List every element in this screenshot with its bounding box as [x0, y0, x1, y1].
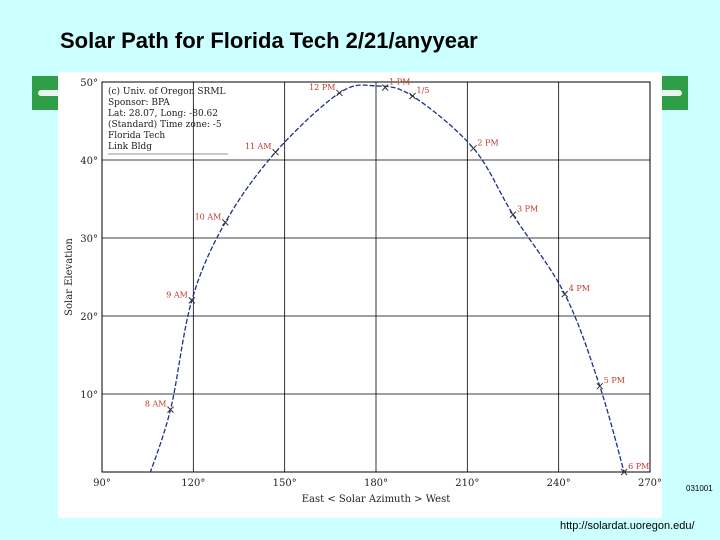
y-tick-label: 20°: [80, 312, 98, 323]
hour-label: 2 PM: [477, 138, 498, 147]
x-tick-label: 90°: [93, 478, 111, 489]
hour-marker: [188, 297, 196, 304]
y-tick-label: 10°: [80, 390, 98, 401]
hour-label: 1/5: [417, 86, 430, 95]
hour-marker: [336, 89, 343, 97]
annotation-line: Link Bldg: [108, 142, 152, 152]
solar-path-line: [149, 84, 625, 472]
hour-label: 11 AM: [245, 142, 272, 151]
source-link[interactable]: http://solardat.uoregon.edu/: [560, 520, 695, 532]
x-tick-label: 180°: [364, 478, 388, 489]
hour-marker: [409, 92, 416, 100]
solar-path-chart: 90° 120° 150° 180° 210° 240° 270° 10° 20° 30° 40° 5…: [58, 72, 662, 518]
x-tick-label: 240°: [547, 478, 571, 489]
hour-label: 4 PM: [569, 284, 590, 293]
hour-marker: [272, 148, 279, 156]
annotation-line: (c) Univ. of Oregon SRML: [108, 86, 226, 97]
hour-label: 1 PM: [389, 77, 410, 86]
x-tick-label: 150°: [273, 478, 297, 489]
y-tick-label: 30°: [80, 234, 98, 245]
y-tick-label: 50°: [80, 78, 98, 89]
hour-label: 8 AM: [145, 400, 167, 409]
annotation-line: Lat: 28.07, Long: -80.62: [108, 109, 218, 119]
chart-canvas: 90° 120° 150° 180° 210° 240° 270° 10° 20° 30° 40° 5…: [64, 77, 662, 505]
annotation-line: Sponsor: BPA: [108, 98, 170, 108]
hour-marker: [561, 290, 569, 298]
x-tick-label: 120°: [181, 478, 205, 489]
hour-marker: [221, 219, 229, 226]
y-tick-label: 40°: [80, 156, 98, 167]
slide-title: Solar Path for Florida Tech 2/21/anyyear: [60, 28, 478, 53]
hour-label: 10 AM: [195, 212, 222, 221]
annotation-line: Florida Tech: [108, 131, 165, 141]
x-tick-label: 270°: [638, 478, 662, 489]
hour-marker: [620, 468, 628, 476]
hour-label: 5 PM: [604, 376, 625, 385]
x-axis-label: East < Solar Azimuth > West: [302, 494, 450, 505]
x-tick-label: 210°: [455, 478, 479, 489]
hour-label: 9 AM: [166, 290, 188, 299]
hour-label: 12 PM: [309, 83, 335, 92]
hour-label: 6 PM: [628, 462, 649, 471]
hour-marker: [509, 211, 517, 218]
annotation-line: (Standard) Time zone: -5: [108, 119, 222, 130]
hour-marker: [381, 84, 389, 91]
hour-label: 3 PM: [517, 205, 538, 214]
y-axis-label: Solar Elevation: [64, 238, 75, 316]
hour-marker: [167, 406, 174, 413]
slide-code: 031001: [686, 484, 713, 493]
hour-marker: [470, 144, 477, 152]
hour-marker: [596, 382, 604, 390]
